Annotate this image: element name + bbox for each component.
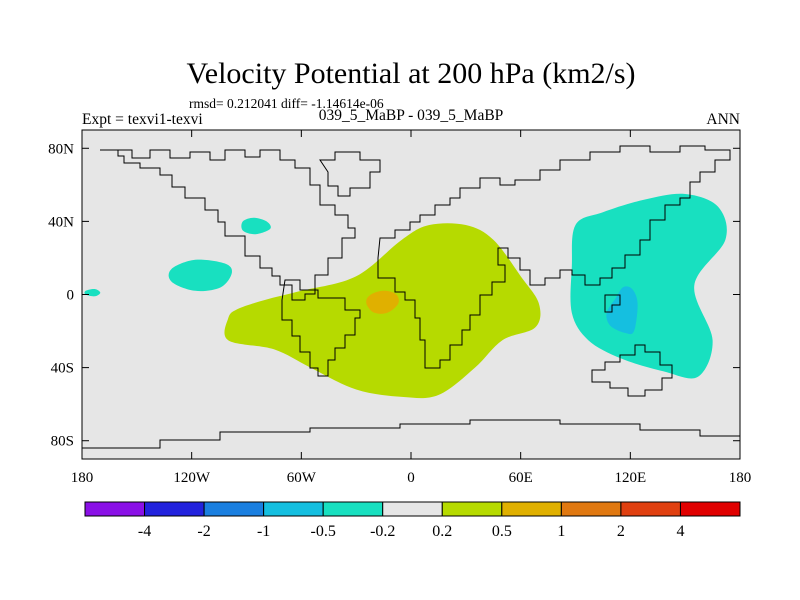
x-tick-label: 120E: [614, 470, 646, 486]
x-tick-label: 180: [71, 470, 94, 486]
coastline-australia: [591, 344, 673, 397]
chart-title: Velocity Potential at 200 hPa (km2/s): [186, 57, 635, 90]
colorbar-label: 0.5: [492, 523, 512, 540]
colorbar-swatch: [84, 501, 146, 517]
x-tick-label: 60W: [287, 470, 317, 486]
coastline-greenland: [319, 151, 381, 197]
season-label: ANN: [706, 111, 740, 128]
region-east-pacific-negative: [168, 259, 233, 292]
region-indonesia-negative-anomaly: [570, 193, 727, 379]
y-tick-label: 0: [67, 288, 75, 304]
x-axis: 180 120W 60W 0 60E 120E 180: [71, 130, 752, 486]
colorbar-label: 1: [557, 523, 565, 540]
coastline-eurasia-africa: [377, 145, 731, 369]
x-tick-label: 180: [729, 470, 752, 486]
colorbar-label: -4: [138, 523, 151, 540]
colorbar-swatch: [382, 501, 443, 517]
colorbar-swatch: [560, 501, 622, 517]
stats-line: rmsd= 0.212041 diff= -1.14614e-06: [189, 96, 384, 111]
region-atlantic-positive-max: [366, 290, 399, 314]
colorbar-swatch: [441, 501, 503, 517]
y-axis: 80N 40N 0 40S 80S: [48, 141, 740, 450]
continent-outlines: [82, 145, 740, 449]
colorbar-label: -2: [197, 523, 210, 540]
coastline-antarctica: [82, 419, 740, 449]
x-tick-label: 60E: [509, 470, 533, 486]
colorbar-label: 2: [617, 523, 625, 540]
x-tick-label: 120W: [173, 470, 211, 486]
anomaly-regions: [84, 193, 727, 399]
coastline-north-america: [100, 149, 356, 301]
colorbar-label: 4: [676, 523, 684, 540]
coastline-borneo: [604, 294, 621, 313]
colorbar-swatch: [203, 501, 265, 517]
colorbar-swatch: [263, 501, 324, 517]
region-indonesia-negative-max: [606, 286, 638, 335]
colorbar-swatch: [322, 501, 384, 517]
experiment-label: Expt = texvi1-texvi: [82, 111, 203, 128]
region-north-pacific-negative: [241, 217, 271, 235]
y-tick-label: 80S: [51, 434, 74, 450]
colorbar-swatch: [620, 501, 681, 517]
coastline-south-america: [281, 279, 361, 377]
y-tick-label: 80N: [48, 141, 74, 157]
colorbar-label: -1: [257, 523, 270, 540]
colorbar-label: 0.2: [432, 523, 452, 540]
colorbar-label: -0.2: [370, 523, 395, 540]
colorbar: -4 -2 -1 -0.5 -0.2 0.2 0.5 1 2 4: [84, 501, 741, 540]
colorbar-swatch: [144, 501, 205, 517]
case-label: 039_5_MaBP - 039_5_MaBP: [319, 107, 504, 124]
y-tick-label: 40N: [48, 214, 74, 230]
colorbar-label: -0.5: [311, 523, 336, 540]
colorbar-swatch: [679, 501, 741, 517]
y-tick-label: 40S: [51, 361, 74, 377]
x-tick-label: 0: [407, 470, 415, 486]
colorbar-swatch: [501, 501, 562, 517]
